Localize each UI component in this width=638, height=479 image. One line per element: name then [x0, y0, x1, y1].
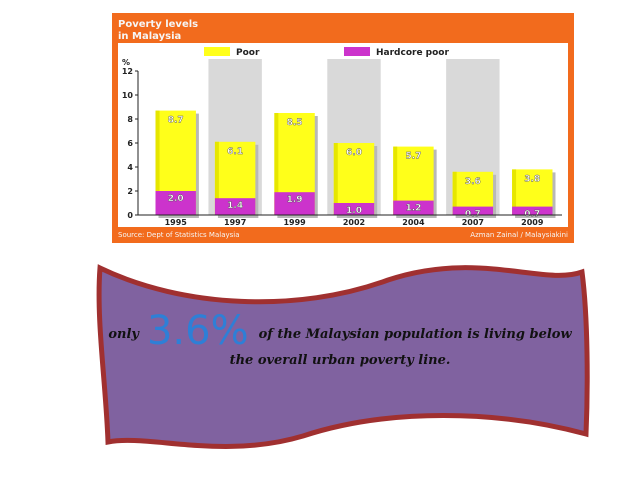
y-tick-label: 8	[127, 115, 133, 124]
poverty-chart: Poverty levels in Malaysia Poor Hardcore …	[112, 13, 574, 243]
banner-line-1-text: of the Malaysian population is living be…	[258, 327, 572, 342]
bar-hardcore	[393, 200, 434, 215]
chart-svg: Poverty levels in Malaysia Poor Hardcore …	[112, 13, 574, 243]
y-tick-label: 0	[127, 211, 133, 220]
legend-label: Poor	[236, 48, 260, 58]
banner-highlight: 3.6%	[146, 308, 249, 354]
x-tick-label: 1995	[165, 218, 188, 227]
bar-poor-edge	[512, 169, 517, 215]
bar-poor-edge	[214, 141, 219, 215]
legend-swatch	[344, 47, 370, 56]
bar-poor-label: 3.8	[524, 174, 540, 184]
x-tick-label: 2002	[343, 218, 365, 227]
banner-text: only 3.6% of the Malaysian population is l…	[100, 311, 580, 374]
chart-title-line2: in Malaysia	[118, 31, 181, 42]
bar-poor-label: 5.7	[405, 152, 421, 162]
x-tick-label: 2004	[402, 218, 425, 227]
x-tick-label: 1997	[224, 218, 246, 227]
bar-hardcore-label: 1.4	[227, 201, 243, 211]
banner-prefix: only	[108, 327, 139, 342]
x-tick-label: 2009	[521, 218, 544, 227]
x-tick-label: 2007	[462, 218, 484, 227]
legend-label: Hardcore poor	[376, 48, 449, 58]
bar-poor-edge	[274, 113, 279, 215]
banner-line-2: the overall urban poverty line.	[229, 353, 451, 368]
wavy-banner	[96, 264, 590, 449]
bar-hardcore	[214, 198, 256, 215]
bar-hardcore	[512, 206, 553, 215]
y-tick-label: 4	[127, 163, 133, 172]
y-tick-label: 6	[127, 139, 133, 148]
bar-hardcore-label: 1.2	[405, 204, 421, 214]
y-axis-label: %	[122, 58, 130, 67]
bar-poor-edge	[333, 143, 338, 215]
credit-text: Azman Zainal / Malaysiakini	[470, 231, 568, 239]
bar-hardcore-label: 2.0	[168, 194, 184, 204]
banner-line-1: only 3.6% of the Malaysian population is l…	[100, 311, 580, 351]
source-text: Source: Dept of Statistics Malaysia	[118, 231, 240, 239]
y-tick-label: 10	[122, 91, 134, 100]
bar-hardcore	[274, 192, 315, 215]
bar-hardcore-label: 1.9	[287, 195, 303, 205]
bar-poor-edge	[452, 171, 457, 215]
bar-poor-label: 8.7	[168, 116, 184, 126]
x-tick-label: 1999	[283, 218, 306, 227]
bar-poor-label: 3.6	[465, 177, 481, 187]
bar-hardcore-label: 1.0	[346, 206, 362, 216]
y-tick-label: 2	[127, 187, 133, 196]
bar-hardcore	[155, 191, 196, 215]
bar-poor-edge	[393, 146, 398, 215]
legend-swatch	[204, 47, 230, 56]
bar-poor-label: 6.1	[227, 147, 243, 157]
bar-poor-edge	[155, 110, 160, 215]
bar-poor-label: 8.5	[287, 118, 303, 128]
y-tick-label: 12	[122, 67, 133, 76]
chart-title-line1: Poverty levels	[118, 19, 198, 30]
banner-shape	[96, 264, 590, 449]
bar-hardcore	[333, 203, 375, 215]
bar-poor-label: 6.0	[346, 148, 362, 158]
bar-hardcore	[452, 206, 494, 215]
